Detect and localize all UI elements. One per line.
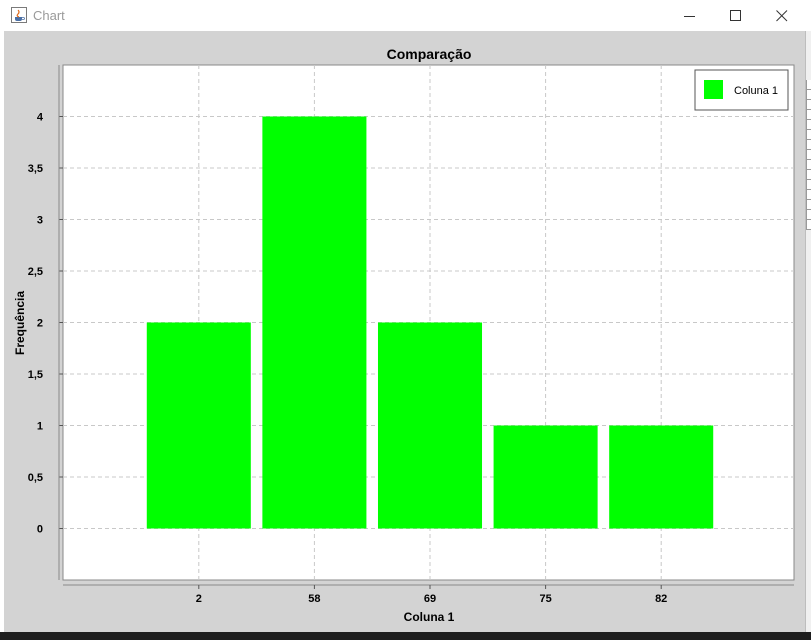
y-tick-label: 3,5 — [28, 163, 43, 175]
y-tick-label: 2 — [37, 318, 43, 330]
chart-title: Comparação — [387, 46, 472, 62]
maximize-button[interactable] — [713, 0, 759, 31]
bars — [146, 116, 714, 529]
y-tick-label: 0,5 — [28, 472, 43, 484]
window-title: Chart — [33, 8, 65, 23]
chart-panel: Comparação 0 0,5 1 1,5 2 2,5 3 3,5 4 2 58 69 75 82 F… — [4, 31, 805, 632]
background-table-edge — [806, 80, 811, 230]
x-tick-label: 75 — [539, 593, 551, 605]
y-tick-label: 2,5 — [28, 266, 43, 278]
bar-2 — [146, 322, 251, 529]
x-tick-label: 58 — [308, 593, 320, 605]
legend: Coluna 1 — [694, 69, 789, 111]
y-axis-label: Frequência — [13, 291, 27, 355]
bar-69 — [377, 322, 483, 529]
minimize-icon — [684, 15, 695, 17]
x-tick-label: 2 — [196, 593, 202, 605]
y-axis: 0 0,5 1 1,5 2 2,5 3 3,5 4 — [28, 65, 63, 580]
minimize-button[interactable] — [667, 0, 713, 31]
background-window-edge — [806, 31, 811, 632]
bar-58 — [262, 116, 367, 529]
y-tick-label: 1,5 — [28, 369, 43, 381]
y-tick-label: 0 — [37, 524, 43, 536]
close-icon — [776, 9, 788, 21]
y-tick-label: 4 — [37, 112, 44, 124]
bar-chart: Comparação 0 0,5 1 1,5 2 2,5 3 3,5 4 2 58 69 75 82 F… — [13, 46, 795, 624]
taskbar-edge — [0, 632, 811, 640]
bar-82 — [609, 425, 714, 529]
java-cup-icon — [11, 7, 27, 23]
legend-swatch — [704, 80, 723, 99]
y-tick-label: 3 — [37, 215, 43, 227]
legend-label: Coluna 1 — [734, 85, 778, 97]
title-bar[interactable]: Chart — [0, 0, 806, 31]
x-axis-label: Coluna 1 — [404, 610, 455, 624]
y-tick-label: 1 — [37, 421, 43, 433]
x-tick-label: 69 — [424, 593, 436, 605]
x-tick-label: 82 — [655, 593, 667, 605]
close-button[interactable] — [759, 0, 805, 31]
x-axis: 2 58 69 75 82 — [63, 584, 794, 605]
maximize-icon — [730, 9, 741, 21]
bar-75 — [493, 425, 598, 529]
